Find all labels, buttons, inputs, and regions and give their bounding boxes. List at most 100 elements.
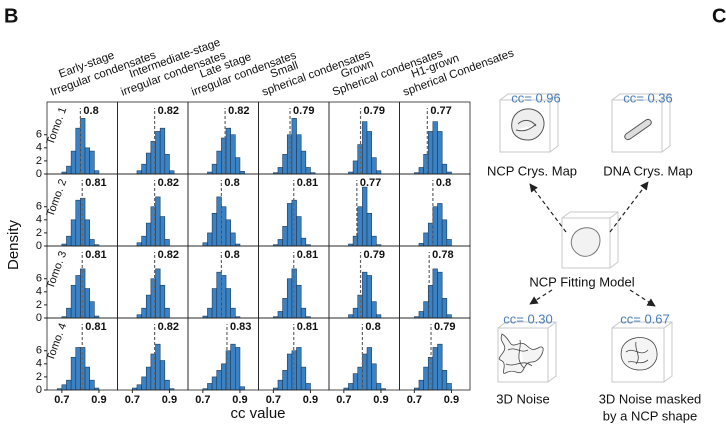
bar [159, 360, 166, 391]
bar [211, 376, 218, 391]
y-tick-label: 4 [36, 214, 42, 226]
median-label: 0.78 [432, 249, 453, 261]
bar [371, 157, 377, 175]
arrow [529, 289, 553, 305]
y-tick-label: 4 [36, 286, 42, 298]
bar [235, 347, 241, 391]
bar [357, 206, 363, 247]
bar [362, 353, 368, 391]
y-tick-label: 6 [36, 273, 42, 285]
x-axis-label: cc value [230, 405, 285, 422]
bar [84, 219, 90, 247]
cc-label: cc= 0.96 [511, 90, 561, 105]
cube [497, 321, 557, 383]
bar [305, 383, 311, 391]
panel-label: B [4, 5, 18, 27]
y-tick-label: 0 [36, 312, 42, 324]
bar [277, 379, 283, 391]
bar [286, 203, 293, 247]
cube [499, 93, 559, 153]
bar [70, 284, 77, 319]
bar [221, 363, 227, 391]
bar [366, 131, 372, 175]
node-label: NCP Crys. Map [487, 163, 577, 178]
bar [136, 170, 142, 175]
bar [70, 219, 77, 247]
bar [282, 370, 288, 391]
bar [230, 232, 236, 247]
node-label: DNA Crys. Map [603, 163, 693, 178]
y-tick-label: 6 [36, 201, 42, 213]
bar [164, 379, 170, 391]
bar [211, 288, 218, 319]
median-label: 0.8 [224, 177, 239, 189]
x-tick-label: 0.7 [54, 394, 69, 406]
node-label: 3D Noise [496, 391, 549, 406]
y-tick-label: 6 [36, 129, 42, 141]
bar [371, 363, 377, 391]
cube [611, 93, 671, 153]
bar [66, 307, 72, 319]
y-tick-label: 2 [36, 371, 42, 383]
bar [371, 301, 377, 319]
row-label: Tomo. 2 [45, 178, 70, 219]
median-label: 0.8 [365, 321, 380, 333]
bar [305, 167, 311, 175]
median-label: 0.79 [364, 249, 385, 261]
bar [75, 275, 81, 319]
bar [282, 154, 288, 175]
bar [432, 268, 438, 319]
bar [141, 376, 147, 391]
bar [437, 343, 443, 391]
bar [300, 237, 307, 247]
bar [371, 235, 377, 247]
bar [145, 366, 152, 391]
bar [230, 134, 236, 175]
bar [348, 383, 354, 391]
median-label: 0.82 [228, 105, 249, 117]
bar [427, 131, 434, 175]
bar [141, 307, 147, 319]
bar [70, 150, 77, 175]
bar [89, 150, 95, 175]
bar [159, 216, 166, 247]
bar [89, 301, 95, 319]
bar [277, 311, 283, 319]
bar [207, 307, 213, 319]
arrow [609, 181, 649, 233]
arrow [529, 183, 567, 233]
bar [145, 222, 152, 247]
bar [357, 366, 363, 391]
row-label: Tomo. 1 [45, 106, 70, 147]
node-label: NCP Fitting Model [529, 274, 634, 289]
bar [239, 386, 245, 391]
bar [437, 271, 443, 319]
bar [89, 379, 95, 391]
x-tick-label: 0.9 [444, 394, 459, 406]
bar [300, 150, 307, 175]
bar [94, 170, 100, 175]
y-tick-label: 4 [36, 358, 42, 370]
bar [75, 199, 81, 247]
bar [66, 379, 72, 391]
bar [296, 216, 302, 247]
bar [84, 147, 90, 175]
bar [225, 288, 231, 319]
median-label: 0.81 [297, 249, 318, 261]
bar [75, 127, 81, 175]
bar [207, 232, 213, 247]
bar [89, 239, 95, 247]
x-tick-label: 0.7 [407, 394, 422, 406]
bar [418, 311, 424, 319]
bar [286, 353, 293, 391]
bar [446, 239, 452, 247]
panel-frame [399, 317, 471, 391]
bar [277, 167, 283, 175]
bar [291, 118, 297, 175]
median-label: 0.82 [158, 105, 179, 117]
bar [230, 343, 236, 391]
bar [70, 356, 77, 391]
cc-label: cc= 0.67 [620, 311, 670, 326]
bar [66, 235, 72, 247]
bar [362, 186, 368, 247]
